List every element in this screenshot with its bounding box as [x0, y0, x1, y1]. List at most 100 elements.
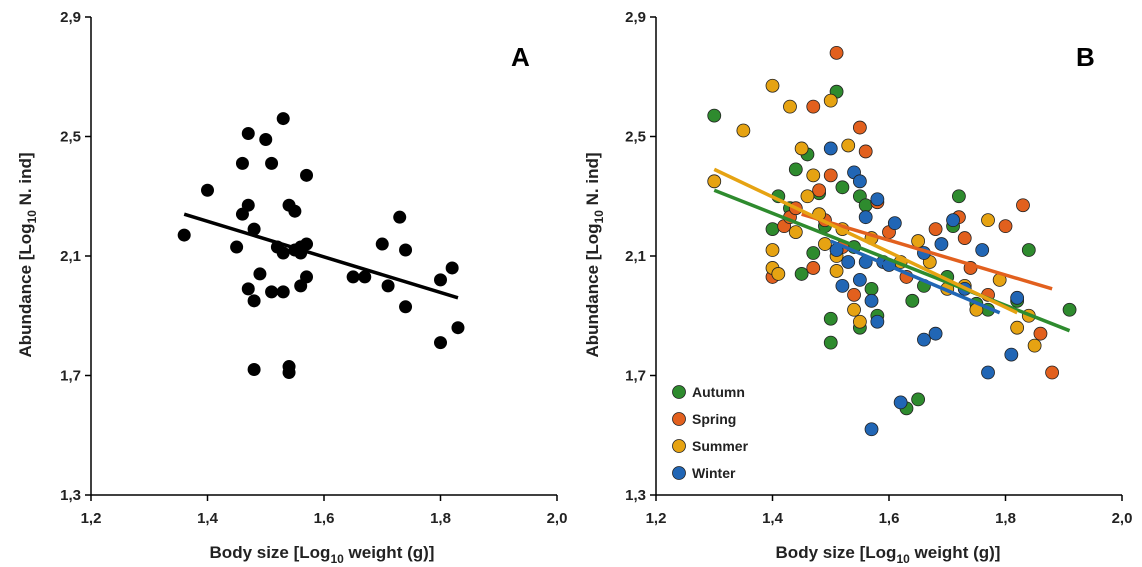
- panel-a-x-tick-label: 1,6: [314, 510, 335, 527]
- panel-b-point-autumn: [707, 108, 722, 123]
- panel-a-point-series: [434, 336, 447, 350]
- panel-b-point-summer: [852, 314, 867, 329]
- panel-a-point-series: [259, 132, 273, 146]
- panel-b-axes: 1,2 1,4 1,6 1,8 2,0 1,3 1,7 2,1 2,5 2,9: [625, 9, 1132, 527]
- panel-b-legend: Autumn Spring Summer Winter: [672, 384, 749, 481]
- panel-b-y-tick-label: 2,9: [625, 9, 646, 26]
- panel-b-point-winter: [975, 243, 990, 257]
- panel-b-point-spring: [858, 144, 873, 159]
- panel-b-point-winter: [852, 272, 867, 287]
- panel-b-point-spring: [823, 168, 838, 183]
- panel-b-point-autumn: [905, 293, 920, 308]
- panel-a-point-series: [399, 243, 413, 257]
- panel-a-point-series: [300, 237, 314, 251]
- panel-a-y-tick-label: 2,5: [60, 129, 81, 146]
- panel-b-y-tick-label: 2,1: [625, 248, 646, 265]
- panel-b-point-spring: [812, 183, 826, 198]
- panel-b-point-autumn: [952, 189, 966, 204]
- panel-b-point-spring: [847, 287, 861, 302]
- panel-a-y-tick-label: 1,3: [60, 487, 81, 504]
- panel-b-point-spring: [1016, 198, 1030, 213]
- panel-a-point-series: [177, 228, 191, 242]
- panel-b-point-autumn: [823, 335, 838, 350]
- panel-a-x-tick-label: 1,8: [430, 510, 451, 527]
- panel-b-point-summer: [771, 267, 786, 281]
- legend-marker-autumn: [672, 385, 686, 399]
- panel-a-point-series: [247, 363, 261, 377]
- panel-b-point-autumn: [794, 267, 809, 281]
- panel-b-point-summer: [806, 168, 821, 183]
- panel-a-y-axis-label: Abundance [Log10 N. ind]: [16, 152, 39, 357]
- panel-b-y-axis-label: Abundance [Log10 N. ind]: [583, 152, 606, 357]
- panel-b-point-autumn: [1062, 302, 1077, 317]
- panel-b-point-summer: [765, 243, 780, 257]
- panel-a-point-series: [230, 240, 244, 254]
- panel-a-trend-line-series: [183, 212, 459, 300]
- panel-a-point-series: [276, 112, 290, 126]
- panel-a-point-series: [375, 237, 389, 251]
- panel-a-point-series: [241, 282, 255, 296]
- panel-a-point-series: [253, 267, 267, 281]
- panel-a-point-series: [282, 366, 296, 380]
- panel-b-x-tick-label: 1,6: [879, 510, 900, 527]
- panel-b-x-tick-label: 1,2: [646, 510, 667, 527]
- panel-b-x-tick-label: 2,0: [1112, 510, 1133, 527]
- panel-b-point-summer: [1027, 338, 1042, 353]
- legend-label-summer: Summer: [692, 438, 749, 454]
- panel-b-point-summer: [818, 237, 832, 251]
- panel-a-point-series: [346, 270, 360, 284]
- panel-b-point-winter: [870, 192, 885, 207]
- panel-b-point-summer: [981, 213, 995, 228]
- panel-b-label: B: [1076, 42, 1095, 72]
- panel-b-point-summer: [911, 234, 926, 248]
- panel-a-point-series: [381, 279, 395, 293]
- panel-a-point-series: [393, 210, 407, 224]
- panel-a-point-series: [241, 127, 255, 141]
- panel-b-point-spring: [806, 99, 821, 114]
- legend-label-autumn: Autumn: [692, 384, 745, 400]
- panel-b-x-axis-label: Body size [Log10 weight (g)]: [776, 543, 1001, 566]
- panel-b-point-winter: [864, 422, 879, 437]
- legend-marker-winter: [672, 466, 686, 480]
- panel-a-point-series: [445, 261, 459, 275]
- panel-b-point-summer: [800, 189, 815, 204]
- panel-a-point-series: [241, 198, 255, 212]
- panel-b-point-summer: [823, 93, 838, 108]
- panel-b-y-tick-label: 1,3: [625, 487, 646, 504]
- panel-b-y-tick-label: 1,7: [625, 368, 646, 385]
- panel-a-points: [177, 112, 465, 380]
- panel-b-point-autumn: [835, 180, 850, 195]
- panel-b-point-spring: [806, 261, 821, 275]
- panel-a-x-axis-label: Body size [Log10 weight (g)]: [210, 543, 435, 566]
- panel-b-x-tick-label: 1,8: [995, 510, 1016, 527]
- panel-a-point-series: [451, 321, 465, 335]
- panel-b-point-autumn: [823, 311, 838, 326]
- panel-a-point-series: [358, 270, 372, 284]
- panel-b-point-summer: [765, 78, 780, 93]
- panel-b-trend-line-autumn: [713, 188, 1071, 333]
- panel-a-point-series: [399, 300, 413, 314]
- panel-b-trend-line-summer: [713, 167, 1018, 315]
- panel-b-point-spring: [957, 231, 972, 245]
- panel-b-point-winter: [1010, 290, 1025, 305]
- panel-a-point-series: [276, 246, 290, 260]
- panel-b-point-winter: [887, 216, 902, 231]
- panel-b-point-summer: [829, 264, 844, 278]
- panel-b-point-spring: [998, 219, 1013, 234]
- panel-b-point-winter: [870, 314, 885, 329]
- panel-a-point-series: [247, 294, 261, 308]
- panel-a-point-series: [300, 168, 314, 182]
- panel-b-point-autumn: [788, 162, 803, 177]
- panel-b-point-spring: [928, 222, 943, 237]
- panel-b-point-winter: [835, 278, 850, 293]
- panel-b-point-summer: [736, 123, 751, 138]
- panel-a-y-tick-label: 1,7: [60, 368, 81, 385]
- panel-b-point-summer: [788, 225, 803, 240]
- legend-marker-spring: [672, 412, 686, 426]
- panel-a-y-tick-label: 2,1: [60, 248, 81, 265]
- panel-b-point-summer: [707, 174, 722, 189]
- panel-a-x-tick-label: 1,2: [81, 510, 102, 527]
- panel-b-y-tick-label: 2,5: [625, 129, 646, 146]
- panel-b-point-winter: [841, 255, 856, 269]
- panel-b-point-autumn: [864, 281, 879, 296]
